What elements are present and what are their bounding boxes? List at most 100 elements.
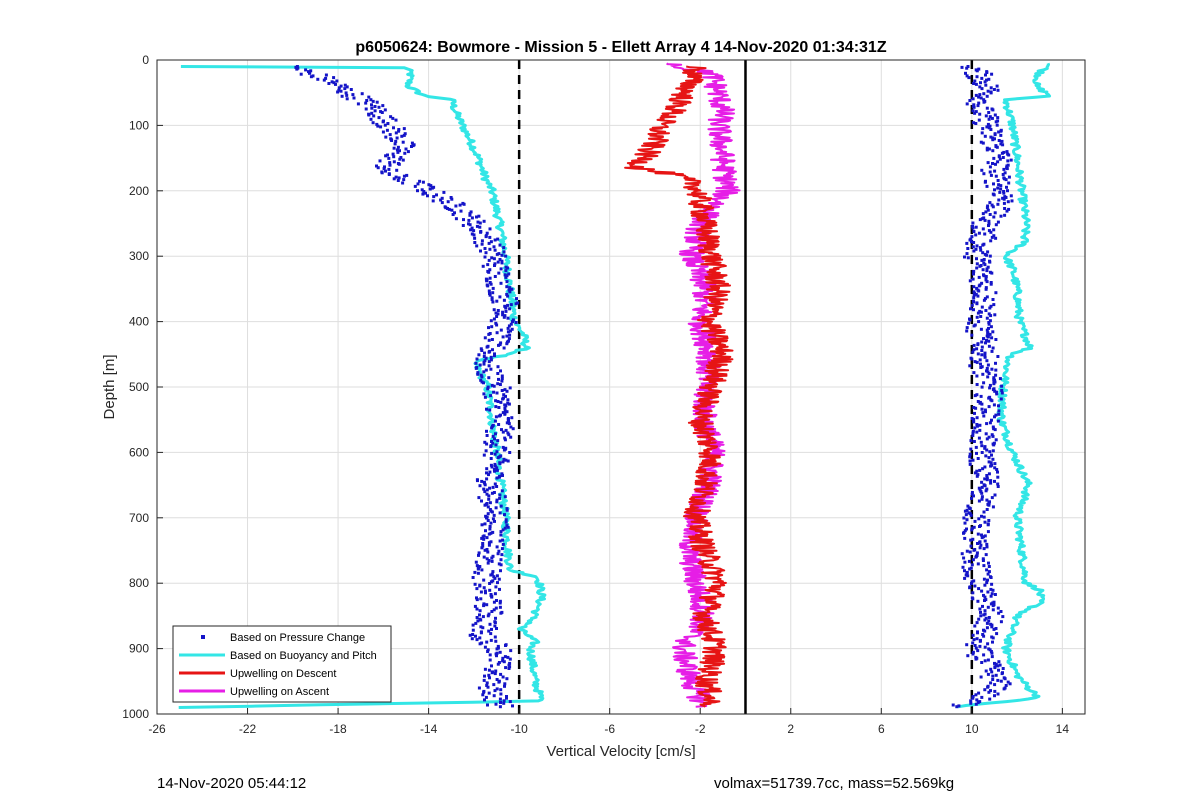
pressure-climb-point <box>997 130 1001 134</box>
pressure-climb-point <box>995 123 999 127</box>
pressure-dive-point <box>505 340 509 344</box>
pressure-climb-point <box>985 568 989 572</box>
pressure-climb-point <box>985 125 989 129</box>
pressure-climb-point <box>974 225 978 229</box>
pressure-climb-point <box>981 251 985 255</box>
pressure-dive-point <box>504 520 508 524</box>
pressure-climb-point <box>996 485 1000 488</box>
pressure-climb-point <box>972 241 976 244</box>
x-tick-label: -22 <box>239 722 257 736</box>
pressure-dive-point <box>475 215 478 219</box>
pressure-climb-point <box>957 704 961 708</box>
pressure-climb-point <box>965 643 969 647</box>
pressure-climb-point <box>987 229 991 233</box>
pressure-dive-point <box>488 408 492 412</box>
pressure-dive-point <box>502 250 506 254</box>
pressure-dive-point <box>478 225 482 229</box>
pressure-dive-point <box>484 356 488 360</box>
pressure-climb-point <box>972 285 976 289</box>
pressure-climb-point <box>975 451 978 455</box>
pressure-climb-point <box>968 550 972 554</box>
pressure-dive-point <box>488 658 492 662</box>
pressure-dive-point <box>507 288 511 292</box>
pressure-dive-point <box>496 439 500 443</box>
pressure-dive-point <box>490 440 493 443</box>
pressure-climb-point <box>988 319 992 323</box>
pressure-climb-point <box>1002 197 1006 201</box>
pressure-climb-point <box>986 161 990 165</box>
pressure-climb-point <box>992 228 996 232</box>
pressure-dive-point <box>500 489 504 493</box>
pressure-climb-point <box>990 433 994 437</box>
pressure-dive-point <box>473 570 477 574</box>
pressure-climb-point <box>979 315 983 318</box>
pressure-dive-point <box>471 628 475 632</box>
pressure-dive-point <box>493 262 497 266</box>
pressure-dive-point <box>473 582 477 586</box>
pressure-climb-point <box>996 355 1000 358</box>
pressure-dive-point <box>484 235 488 239</box>
pressure-climb-point <box>976 562 980 566</box>
pressure-dive-point <box>482 578 486 582</box>
pressure-dive-point <box>394 175 398 179</box>
pressure-dive-point <box>501 310 505 314</box>
pressure-climb-point <box>976 701 980 704</box>
pressure-dive-point <box>381 130 385 134</box>
pressure-climb-point <box>1003 677 1007 681</box>
pressure-climb-point <box>991 136 995 140</box>
pressure-dive-point <box>495 468 499 472</box>
pressure-dive-point <box>370 111 374 115</box>
pressure-dive-point <box>496 372 500 375</box>
pressure-dive-point <box>508 657 512 661</box>
pressure-climb-point <box>998 663 1002 667</box>
pressure-dive-point <box>345 97 349 101</box>
pressure-dive-point <box>377 105 381 109</box>
pressure-climb-point <box>983 134 987 138</box>
pressure-climb-point <box>985 338 988 342</box>
pressure-dive-point <box>489 638 493 642</box>
pressure-dive-point <box>508 661 512 665</box>
pressure-climb-point <box>1005 164 1009 168</box>
pressure-climb-point <box>985 206 989 210</box>
pressure-dive-point <box>454 217 458 221</box>
pressure-climb-point <box>968 455 972 459</box>
pressure-dive-point <box>486 387 490 391</box>
buoyancy-climb-line <box>957 62 1051 709</box>
pressure-dive-point <box>488 247 492 251</box>
pressure-dive-point <box>376 124 380 128</box>
pressure-climb-point <box>973 584 977 588</box>
pressure-dive-point <box>487 629 491 633</box>
pressure-climb-point <box>976 599 980 603</box>
pressure-dive-point <box>345 93 349 97</box>
pressure-climb-point <box>979 366 983 369</box>
pressure-climb-point <box>997 155 1001 159</box>
pressure-climb-point <box>1010 199 1014 203</box>
pressure-dive-point <box>485 471 488 475</box>
pressure-climb-point <box>985 478 989 482</box>
pressure-climb-point <box>963 255 966 259</box>
pressure-climb-point <box>974 292 978 296</box>
pressure-dive-point <box>483 351 486 355</box>
pressure-dive-point <box>488 235 492 239</box>
pressure-climb-point <box>987 111 991 114</box>
pressure-climb-point <box>990 625 994 629</box>
pressure-climb-point <box>982 510 986 514</box>
pressure-climb-point <box>974 93 978 97</box>
pressure-climb-point <box>972 420 976 424</box>
pressure-dive-point <box>509 435 513 439</box>
pressure-dive-point <box>482 219 486 223</box>
pressure-dive-point <box>488 525 492 528</box>
pressure-dive-point <box>498 705 502 709</box>
pressure-dive-point <box>486 284 490 288</box>
pressure-climb-point <box>986 375 990 379</box>
pressure-dive-point <box>507 667 511 670</box>
pressure-dive-point <box>491 348 494 352</box>
pressure-climb-point <box>977 436 981 440</box>
pressure-climb-point <box>987 405 991 409</box>
pressure-dive-point <box>499 533 503 537</box>
pressure-dive-point <box>388 161 392 165</box>
pressure-climb-point <box>979 96 983 100</box>
pressure-dive-point <box>484 591 487 595</box>
pressure-climb-point <box>994 368 998 372</box>
pressure-dive-point <box>426 194 429 198</box>
